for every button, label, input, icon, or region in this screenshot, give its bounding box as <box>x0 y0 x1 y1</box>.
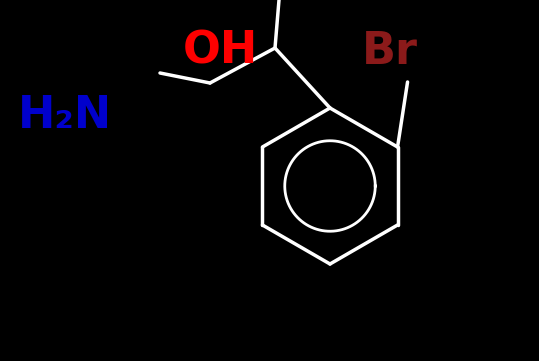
Text: OH: OH <box>182 30 258 73</box>
Text: H₂N: H₂N <box>18 95 112 138</box>
Text: Br: Br <box>362 30 418 73</box>
